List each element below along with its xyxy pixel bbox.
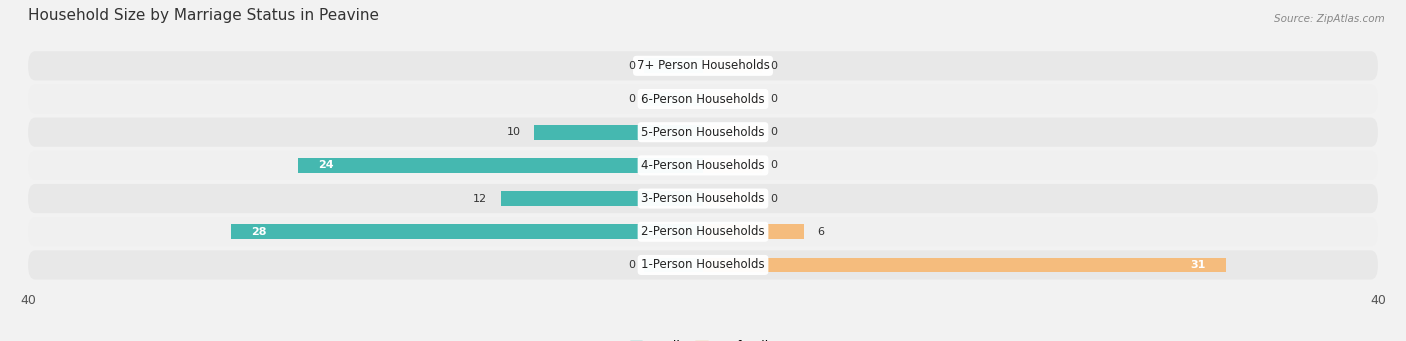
Text: 0: 0 xyxy=(628,61,636,71)
Bar xyxy=(298,158,703,173)
Bar xyxy=(534,125,703,139)
FancyBboxPatch shape xyxy=(28,118,1378,147)
Bar xyxy=(644,58,703,73)
Bar xyxy=(703,257,1226,272)
Text: 6: 6 xyxy=(818,227,825,237)
Bar xyxy=(501,191,703,206)
Text: Source: ZipAtlas.com: Source: ZipAtlas.com xyxy=(1274,14,1385,24)
Text: Household Size by Marriage Status in Peavine: Household Size by Marriage Status in Pea… xyxy=(28,9,380,24)
Bar xyxy=(703,58,762,73)
Bar xyxy=(703,92,762,106)
Text: 31: 31 xyxy=(1191,260,1206,270)
Bar xyxy=(703,191,762,206)
Bar xyxy=(644,92,703,106)
Text: 0: 0 xyxy=(770,127,778,137)
FancyBboxPatch shape xyxy=(28,151,1378,180)
Text: 24: 24 xyxy=(318,160,335,170)
Text: 0: 0 xyxy=(770,61,778,71)
Text: 4-Person Households: 4-Person Households xyxy=(641,159,765,172)
Bar xyxy=(231,224,703,239)
Text: 1-Person Households: 1-Person Households xyxy=(641,258,765,271)
Text: 0: 0 xyxy=(628,260,636,270)
FancyBboxPatch shape xyxy=(28,85,1378,114)
Text: 6-Person Households: 6-Person Households xyxy=(641,92,765,105)
Text: 0: 0 xyxy=(770,194,778,204)
Bar xyxy=(644,257,703,272)
Bar xyxy=(703,125,762,139)
Text: 5-Person Households: 5-Person Households xyxy=(641,126,765,139)
Text: 0: 0 xyxy=(770,94,778,104)
Text: 28: 28 xyxy=(250,227,266,237)
Legend: Family, Nonfamily: Family, Nonfamily xyxy=(624,335,782,341)
FancyBboxPatch shape xyxy=(28,217,1378,246)
Text: 0: 0 xyxy=(628,94,636,104)
FancyBboxPatch shape xyxy=(28,184,1378,213)
FancyBboxPatch shape xyxy=(28,51,1378,80)
FancyBboxPatch shape xyxy=(28,250,1378,280)
Text: 3-Person Households: 3-Person Households xyxy=(641,192,765,205)
Text: 2-Person Households: 2-Person Households xyxy=(641,225,765,238)
Bar xyxy=(703,158,762,173)
Text: 10: 10 xyxy=(506,127,520,137)
Bar xyxy=(703,224,804,239)
Text: 7+ Person Households: 7+ Person Households xyxy=(637,59,769,72)
Text: 12: 12 xyxy=(472,194,486,204)
Text: 0: 0 xyxy=(770,160,778,170)
